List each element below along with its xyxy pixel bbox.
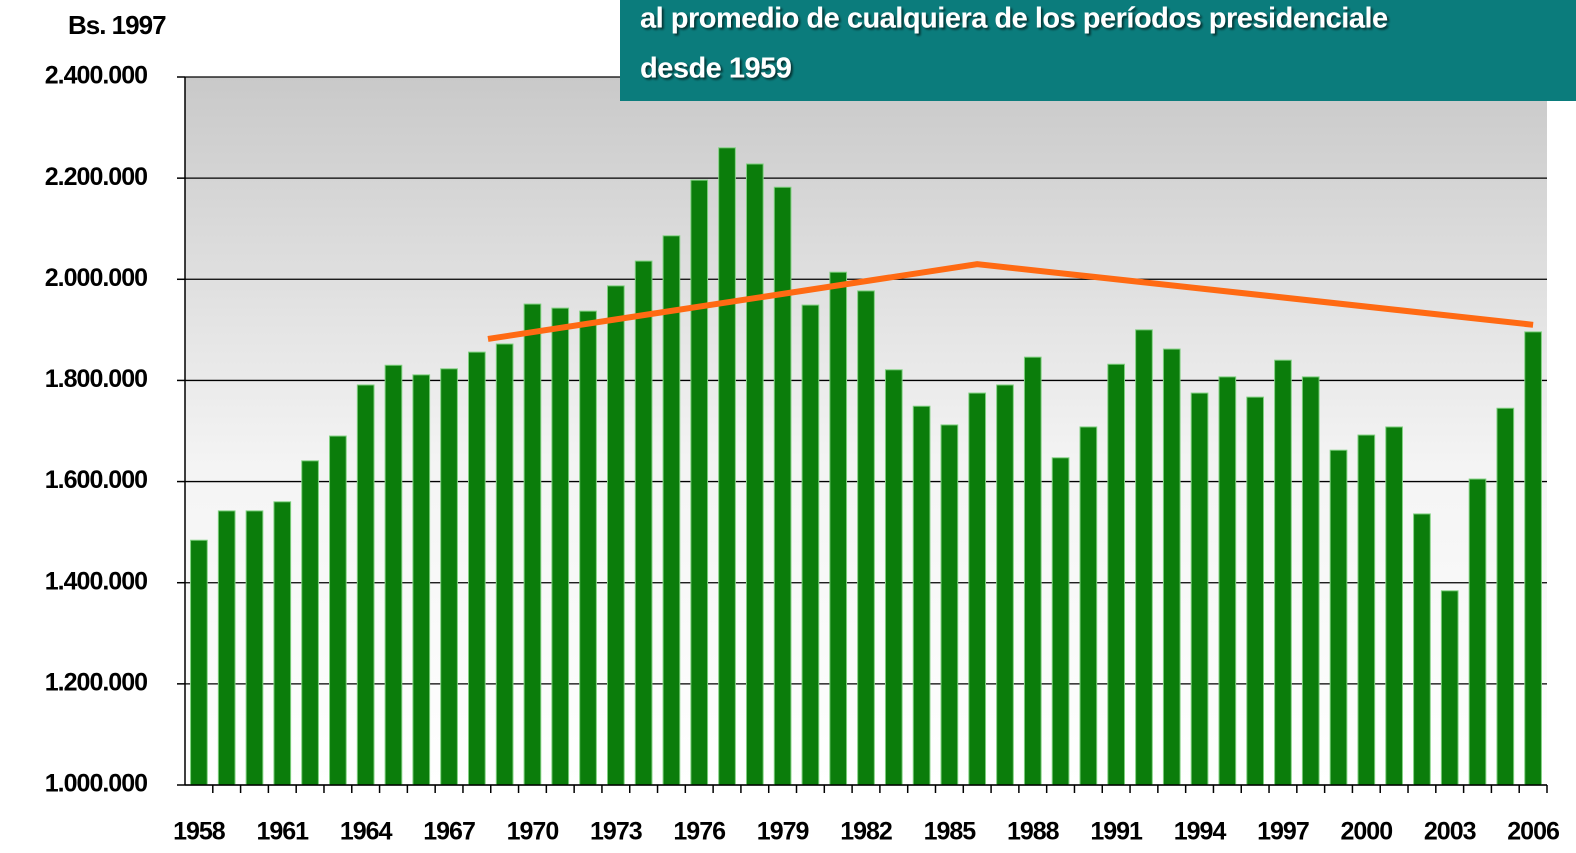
bar <box>495 343 514 786</box>
y-axis-label: Bs. 1997 <box>68 10 166 40</box>
trend-line <box>487 261 1534 342</box>
x-tick-label: 1976 <box>673 818 725 846</box>
x-tick-label: 1979 <box>757 818 809 846</box>
bar <box>1079 426 1098 786</box>
bar <box>606 285 625 786</box>
bar <box>440 368 458 786</box>
y-tick-label: 1.200.000 <box>45 668 147 696</box>
bar <box>579 310 597 786</box>
bar <box>940 424 959 786</box>
bar <box>356 384 375 786</box>
bar <box>301 460 319 786</box>
bar <box>1301 376 1320 786</box>
x-tick-label: 1958 <box>173 818 226 846</box>
bar <box>523 303 542 786</box>
bar <box>245 510 264 786</box>
y-tick-label: 2.000.000 <box>45 264 147 292</box>
bar <box>662 235 681 786</box>
bar <box>996 384 1014 786</box>
bar <box>1107 363 1126 786</box>
bar <box>1218 376 1237 786</box>
bar <box>1524 331 1542 786</box>
bar <box>1246 396 1264 786</box>
x-tick-label: 1997 <box>1257 818 1309 846</box>
x-tick-label: 2006 <box>1507 818 1559 846</box>
x-tick-label: 1982 <box>840 818 892 846</box>
bar <box>273 501 292 786</box>
x-tick-label: 1961 <box>256 818 309 846</box>
bar <box>912 405 931 786</box>
bar <box>190 539 208 786</box>
bar <box>217 510 236 786</box>
bar <box>551 307 570 786</box>
bar <box>773 186 792 786</box>
annotation: desde 1959 <box>640 53 792 85</box>
bar <box>690 179 709 786</box>
bar <box>412 374 431 786</box>
bar <box>1023 356 1042 786</box>
bar <box>829 271 848 786</box>
y-tick-label: 1.000.000 <box>45 770 147 798</box>
x-tick-label: 1994 <box>1174 818 1227 846</box>
y-tick-label: 1.600.000 <box>45 466 147 494</box>
annotation: al promedio de cualquiera de los período… <box>640 3 1388 35</box>
bar <box>634 260 653 786</box>
bar <box>1190 392 1209 786</box>
x-tick-label: 1967 <box>423 818 475 846</box>
bar <box>1162 348 1181 786</box>
bar <box>1051 457 1070 786</box>
y-tick-label: 1.400.000 <box>45 567 147 595</box>
bar <box>1496 407 1515 786</box>
bar <box>1440 590 1459 786</box>
x-tick-label: 1970 <box>507 818 559 846</box>
annotation-box <box>620 0 1576 101</box>
bar <box>1413 513 1431 786</box>
x-tick-label: 1988 <box>1007 818 1060 846</box>
y-tick-label: 2.200.000 <box>45 163 147 191</box>
x-tick-label: 2003 <box>1424 818 1476 846</box>
bar <box>884 369 903 786</box>
bar <box>1135 329 1153 786</box>
bar <box>384 364 403 786</box>
x-tick-label: 1964 <box>340 818 393 846</box>
y-tick-label: 1.800.000 <box>45 365 147 393</box>
x-tick-label: 1991 <box>1090 818 1143 846</box>
bar <box>801 304 820 786</box>
x-tick-label: 1985 <box>924 818 977 846</box>
x-tick-label: 1973 <box>590 818 642 846</box>
bar <box>468 351 486 786</box>
bar <box>1385 426 1403 786</box>
bar <box>968 392 987 786</box>
bar <box>745 163 764 786</box>
x-tick-label: 2000 <box>1341 818 1393 846</box>
bar <box>1468 478 1487 786</box>
bar <box>1329 449 1348 786</box>
bar <box>1357 434 1376 786</box>
bar <box>857 290 875 786</box>
bar <box>329 435 347 786</box>
y-tick-label: 2.400.000 <box>45 62 147 90</box>
bar <box>718 147 736 786</box>
bar <box>1274 359 1292 786</box>
